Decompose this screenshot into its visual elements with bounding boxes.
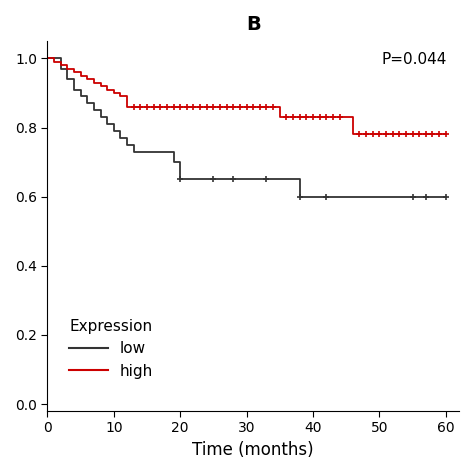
X-axis label: Time (months): Time (months) bbox=[192, 441, 314, 459]
Title: B: B bbox=[246, 15, 261, 34]
Text: P=0.044: P=0.044 bbox=[381, 52, 447, 67]
Legend: low, high: low, high bbox=[64, 312, 159, 385]
